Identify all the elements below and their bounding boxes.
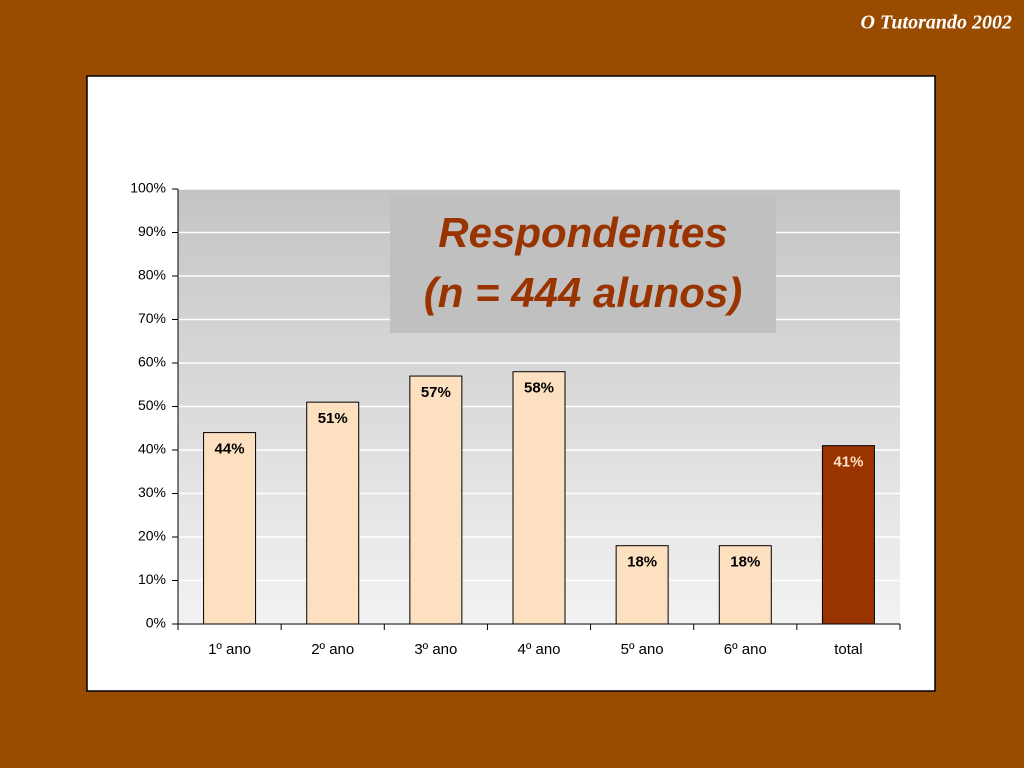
bar (615, 545, 669, 625)
x-tick-label: 5º ano (621, 641, 664, 658)
slide-header: O Tutorando 2002 (860, 12, 1012, 34)
y-tick-label: 30% (138, 484, 166, 500)
title-box (390, 196, 776, 333)
bar (718, 545, 772, 625)
bar (203, 432, 257, 625)
y-tick-label: 40% (138, 441, 166, 457)
data-label: 51% (318, 410, 348, 427)
data-label: 44% (215, 441, 245, 458)
chart-title: (n = 444 alunos) (424, 269, 743, 316)
x-tick-label: 1º ano (208, 641, 251, 658)
bar (512, 371, 566, 625)
x-tick-label: 2º ano (311, 641, 354, 658)
y-tick-label: 10% (138, 571, 166, 587)
bar (409, 375, 463, 625)
y-tick-label: 0% (146, 615, 166, 631)
data-label: 18% (730, 554, 760, 571)
bar (821, 445, 875, 625)
x-tick-label: total (834, 641, 862, 658)
y-tick-label: 100% (130, 180, 166, 196)
data-label: 18% (627, 554, 657, 571)
x-tick-label: 3º ano (414, 641, 457, 658)
data-label: 41% (833, 454, 863, 471)
data-label: 58% (524, 380, 554, 397)
y-tick-label: 70% (138, 310, 166, 326)
y-tick-label: 20% (138, 528, 166, 544)
x-tick-label: 4º ano (517, 641, 560, 658)
y-tick-label: 50% (138, 397, 166, 413)
chart-title: Respondentes (438, 209, 727, 256)
x-tick-label: 6º ano (724, 641, 767, 658)
bar (306, 401, 360, 625)
y-tick-label: 80% (138, 267, 166, 283)
data-label: 57% (421, 384, 451, 401)
y-tick-label: 60% (138, 354, 166, 370)
y-tick-label: 90% (138, 223, 166, 239)
